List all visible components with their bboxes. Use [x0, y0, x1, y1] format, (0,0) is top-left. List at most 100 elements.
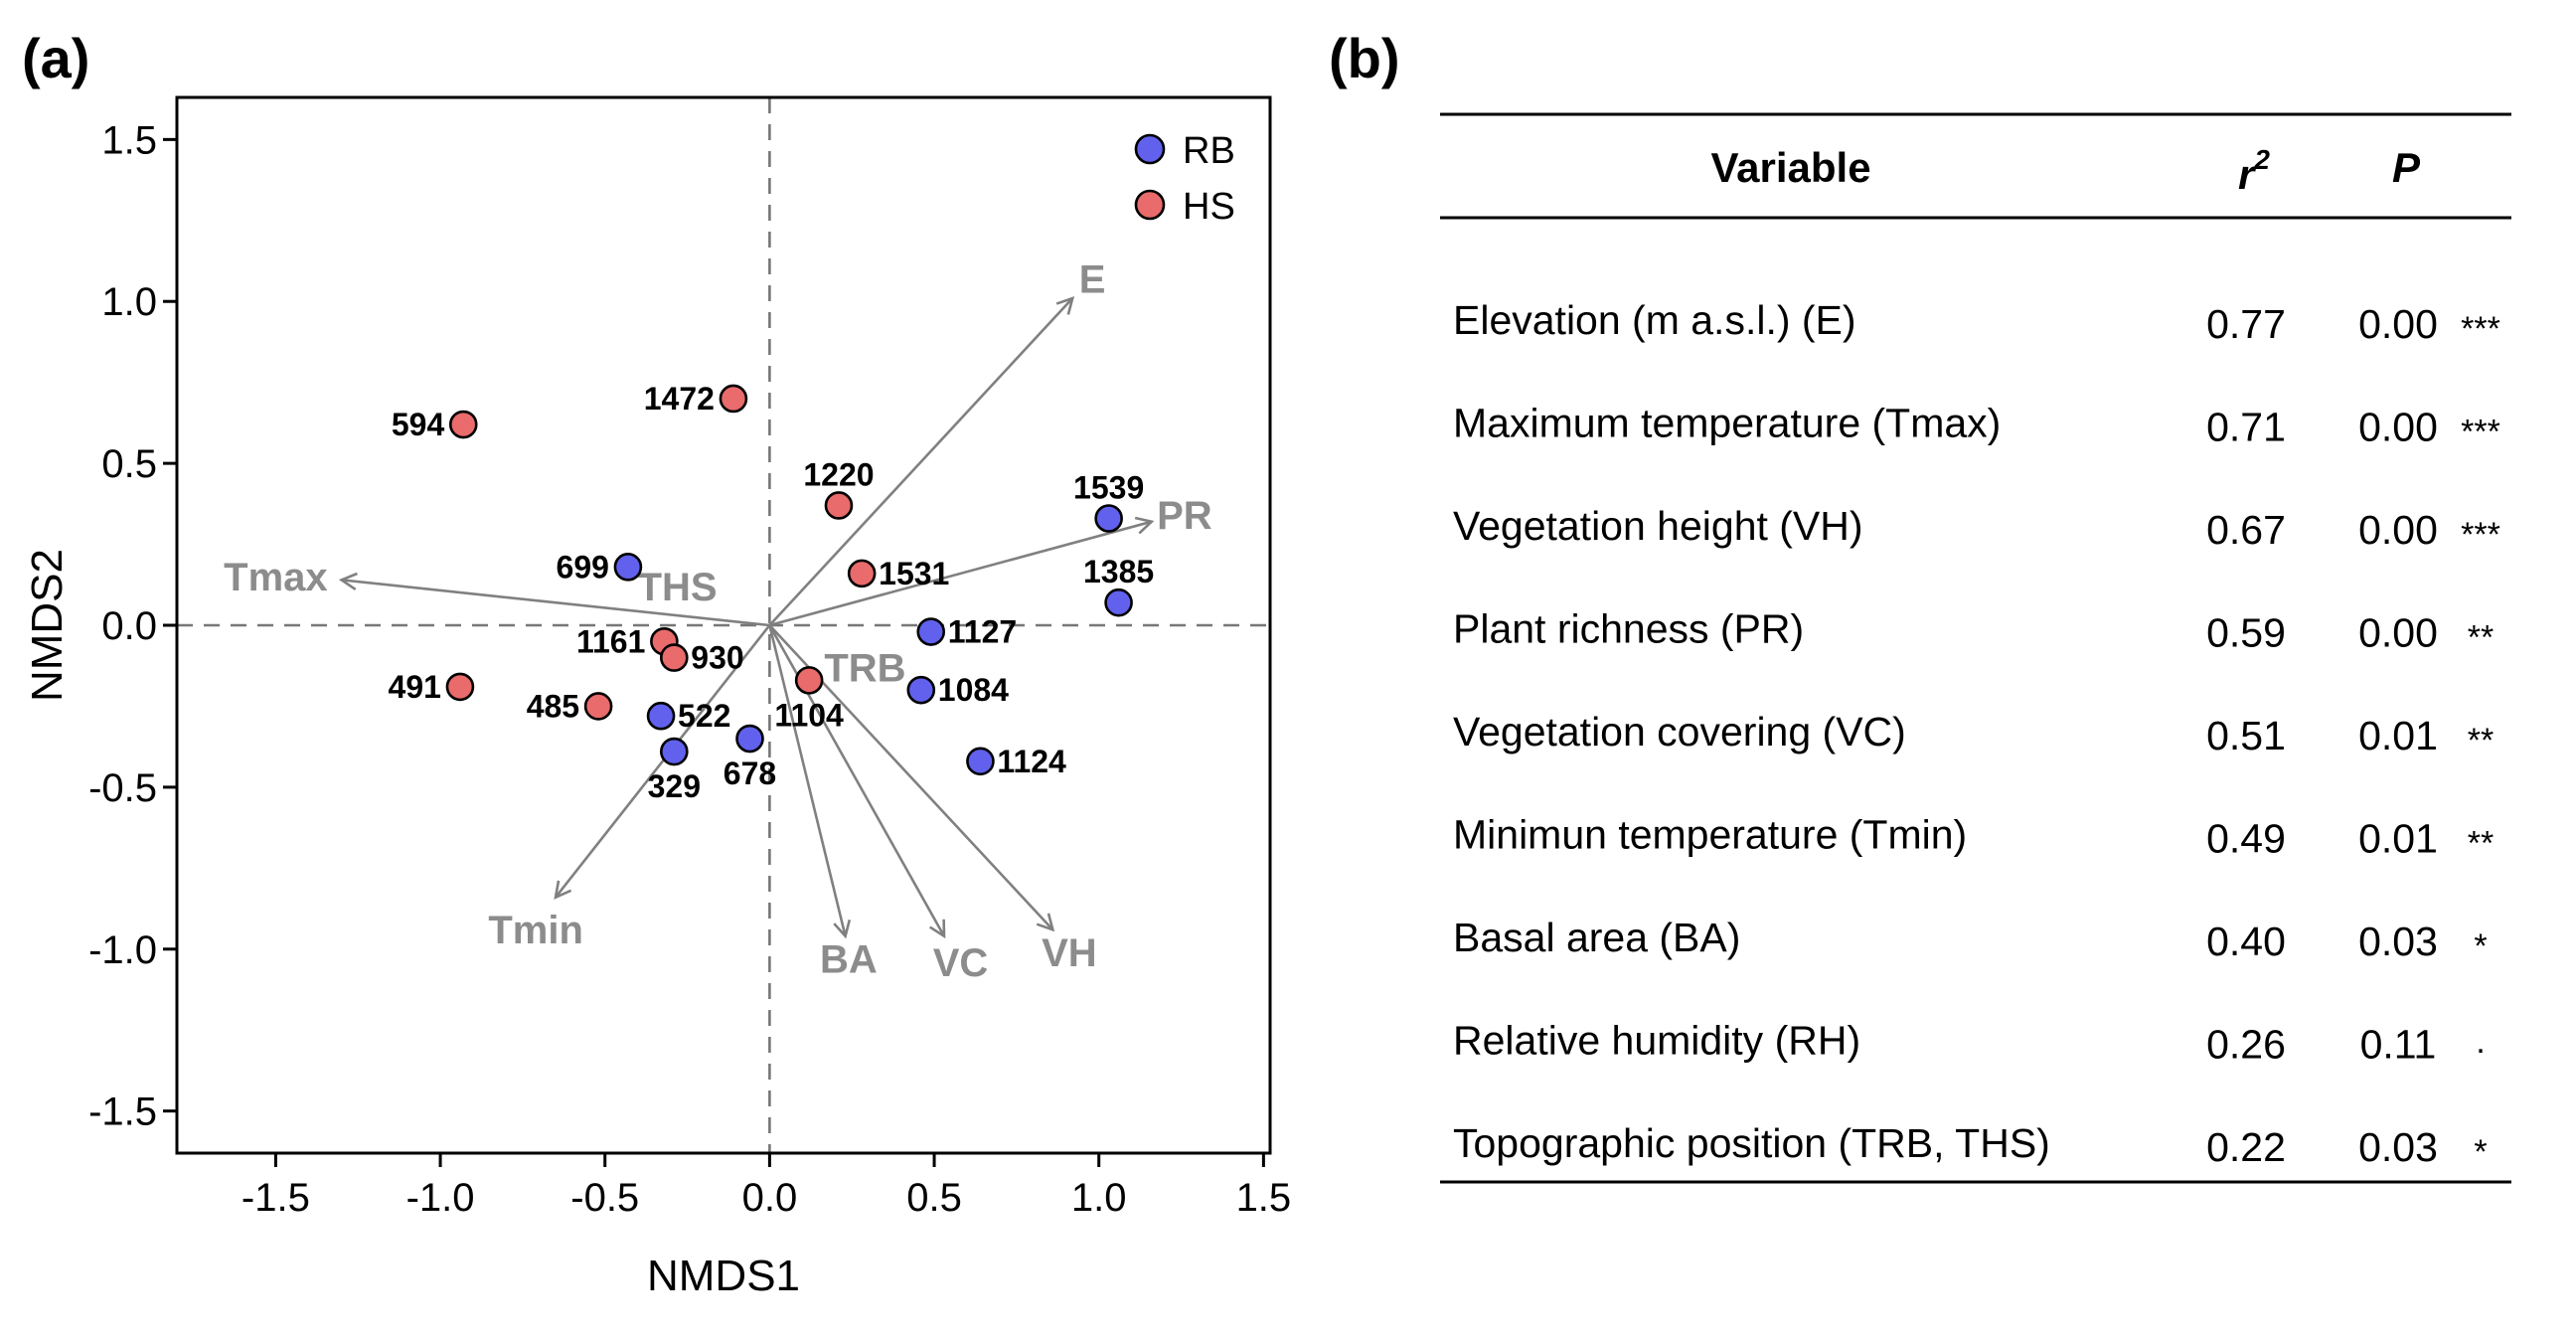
point-rb-1539 — [1094, 504, 1123, 533]
vector-ba-arrow — [768, 624, 852, 939]
x-tick-label: -1.5 — [242, 1176, 310, 1220]
cell-r2: 0.67 — [2206, 507, 2286, 553]
table-body: Elevation (m a.s.l.) (E) 0.77 0.00 ***Maxim… — [1453, 297, 2500, 1171]
cell-p: 0.01 — [2358, 816, 2438, 862]
y-tick-label: 1.0 — [101, 280, 157, 324]
cell-significance: ** — [2468, 722, 2494, 759]
point-label-1385: 1385 — [1083, 554, 1154, 589]
vector-tmin-label: Tmin — [488, 909, 583, 952]
cell-r2: 0.59 — [2206, 610, 2286, 656]
cell-variable: Plant richness (PR) — [1453, 606, 1804, 652]
cell-r2: 0.77 — [2206, 301, 2286, 347]
point-rb-699 — [613, 553, 643, 582]
table-row: Relative humidity (RH) 0.26 0.11 · — [1453, 1018, 2487, 1069]
legend-marker-hs — [1134, 189, 1166, 221]
point-rb-1127 — [916, 617, 946, 646]
cell-r2: 0.71 — [2206, 405, 2286, 450]
cell-variable: Vegetation height (VH) — [1453, 503, 1863, 549]
point-rb-1385 — [1104, 587, 1133, 617]
cell-p: 0.03 — [2358, 919, 2438, 964]
cell-variable: Minimun temperature (Tmin) — [1453, 812, 1967, 858]
point-label-491: 491 — [389, 669, 441, 705]
table-row: Elevation (m a.s.l.) (E) 0.77 0.00 *** — [1453, 297, 2500, 348]
x-tick-label: 0.0 — [742, 1176, 798, 1220]
cell-r2: 0.40 — [2206, 919, 2286, 964]
points-layer: 699 1539 1385 1127 1084 1124 522 329 678 594 1472 1… — [389, 381, 1155, 804]
point-rb-1124 — [966, 747, 995, 776]
point-label-1104: 1104 — [774, 697, 844, 733]
cell-p: 0.01 — [2358, 713, 2438, 758]
centroid-ths-label: THS — [638, 566, 718, 609]
y-tick-label: -0.5 — [88, 766, 157, 810]
cell-significance: * — [2474, 927, 2487, 965]
point-rb-678 — [735, 724, 764, 754]
cell-r2: 0.51 — [2206, 713, 2286, 758]
cell-variable: Elevation (m a.s.l.) (E) — [1453, 297, 1856, 343]
header-r2-base: r — [2238, 151, 2257, 198]
point-label-1161: 1161 — [576, 623, 645, 659]
cell-variable: Vegetation covering (VC) — [1453, 709, 1906, 755]
point-hs-930 — [660, 643, 689, 672]
significance-table: Variable r2 P Elevation (m a.s.l.) (E) 0.… — [1440, 112, 2511, 1184]
point-label-594: 594 — [392, 407, 445, 442]
vector-pr-label: PR — [1157, 494, 1212, 538]
cell-p: 0.03 — [2358, 1124, 2438, 1170]
ordination-plot: E PR Tmax Tmin BA VC VH THS TRB 699 1539 1385 1127 1… — [23, 95, 1291, 1300]
x-tick-label: -1.0 — [406, 1176, 475, 1220]
table-row: Plant richness (PR) 0.59 0.00 ** — [1453, 606, 2494, 657]
header-r2: r2 — [2238, 144, 2270, 198]
vector-pr-arrow — [769, 516, 1155, 627]
point-label-1539: 1539 — [1073, 469, 1144, 505]
cell-significance: * — [2474, 1133, 2487, 1171]
cell-r2: 0.49 — [2206, 816, 2286, 862]
vector-vc-label: VC — [933, 941, 989, 985]
point-label-1220: 1220 — [803, 456, 874, 492]
cell-p: 0.11 — [2360, 1022, 2437, 1068]
cell-variable: Relative humidity (RH) — [1453, 1018, 1860, 1064]
point-hs-1220 — [824, 491, 854, 520]
cell-r2: 0.22 — [2206, 1124, 2286, 1170]
point-hs-594 — [448, 410, 478, 439]
point-hs-1531 — [847, 559, 877, 588]
point-label-678: 678 — [724, 755, 776, 791]
point-hs-491 — [445, 672, 475, 702]
cell-variable: Topographic position (TRB, THS) — [1453, 1120, 2050, 1166]
panel-b-label: (b) — [1329, 27, 1400, 89]
x-tick-label: 1.0 — [1071, 1176, 1127, 1220]
point-label-522: 522 — [678, 698, 730, 734]
table-row: Vegetation covering (VC) 0.51 0.01 ** — [1453, 709, 2494, 759]
point-hs-485 — [583, 692, 613, 721]
vector-tmax-label: Tmax — [224, 556, 328, 599]
point-label-699: 699 — [557, 549, 609, 585]
table-row: Vegetation height (VH) 0.67 0.00 *** — [1453, 503, 2500, 554]
y-tick-label: 0.0 — [101, 604, 157, 648]
vector-vh-label: VH — [1042, 931, 1097, 975]
axis-ticks: -1.5 -1.0 -0.5 0.0 0.5 1.0 1.5 -1.5 -1.0 -0.5 0.0 0… — [88, 118, 1291, 1220]
vector-e-arrow — [768, 295, 1075, 626]
cell-significance: ** — [2468, 619, 2494, 657]
y-tick-label: -1.0 — [88, 928, 157, 972]
point-label-930: 930 — [691, 640, 743, 676]
point-label-1472: 1472 — [644, 381, 715, 417]
cell-significance: *** — [2461, 414, 2500, 451]
legend-marker-rb — [1134, 133, 1166, 165]
table-row: Minimun temperature (Tmin) 0.49 0.01 ** — [1453, 812, 2494, 863]
table-row: Maximum temperature (Tmax) 0.71 0.00 *** — [1453, 401, 2500, 451]
cell-p: 0.00 — [2358, 507, 2438, 553]
header-r2-superscript: 2 — [2253, 144, 2270, 175]
cell-significance: ** — [2468, 825, 2494, 863]
vector-tmin-arrow — [554, 624, 771, 900]
vector-ba-label: BA — [820, 938, 878, 982]
point-label-485: 485 — [527, 688, 579, 724]
header-variable: Variable — [1710, 144, 1870, 191]
panel-a-label: (a) — [22, 27, 89, 89]
point-label-1531: 1531 — [879, 556, 949, 591]
point-label-1127: 1127 — [948, 614, 1017, 650]
legend: RB HS — [1134, 130, 1235, 228]
y-tick-label: 1.5 — [101, 118, 157, 162]
y-axis-title: NMDS2 — [23, 549, 72, 702]
x-tick-label: 0.5 — [906, 1176, 962, 1220]
x-tick-label: 1.5 — [1236, 1176, 1292, 1220]
header-p: P — [2392, 144, 2421, 191]
